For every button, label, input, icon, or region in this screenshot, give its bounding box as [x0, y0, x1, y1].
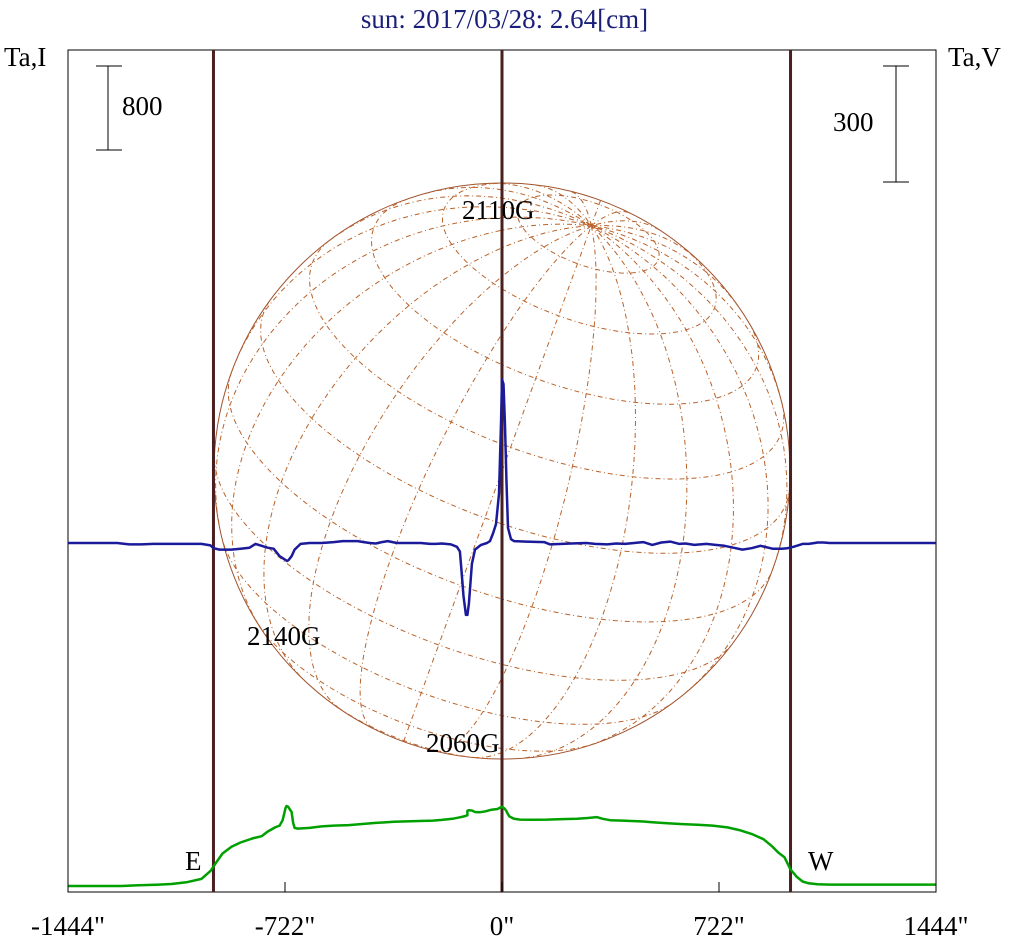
- x-tick-label: -1444": [31, 911, 105, 941]
- longitude-line: [403, 225, 592, 742]
- longitude-line: [591, 225, 740, 308]
- x-tick-label: 0": [490, 911, 515, 941]
- longitude-line: [474, 225, 637, 759]
- longitude-line: [215, 216, 592, 525]
- annotation-2110g: 2110G: [462, 195, 535, 225]
- longitude-line: [591, 225, 769, 694]
- left-axis-label: Ta,I: [4, 42, 47, 72]
- longitude-line: [425, 186, 592, 227]
- latitude-line: [257, 624, 591, 752]
- latitude-line: [214, 457, 732, 681]
- chart-title: sun: 2017/03/28: 2.64[cm]: [360, 4, 649, 34]
- longitude-line: [329, 195, 592, 241]
- latitude-line: [308, 239, 785, 480]
- west-limb-label: W: [808, 846, 834, 876]
- longitude-line: [231, 223, 592, 625]
- longitude-line: [230, 206, 592, 373]
- longitude-line: [591, 210, 629, 227]
- east-limb-label: E: [185, 846, 202, 876]
- latitude-line: [260, 301, 790, 554]
- longitude-line: [263, 225, 592, 677]
- longitude-line: [591, 225, 788, 570]
- latitude-line: [441, 183, 717, 335]
- right-axis-label: Ta,V: [948, 42, 1001, 72]
- intensity-series-line: [68, 804, 936, 888]
- longitude-line: [590, 200, 601, 226]
- x-tick-label: -722": [255, 911, 316, 941]
- left-scale-value: 800: [122, 91, 163, 121]
- x-tick-label: 1444": [903, 911, 968, 941]
- longitude-line: [591, 220, 660, 231]
- longitude-line: [435, 225, 597, 752]
- latitude-line: [370, 198, 760, 405]
- annotation-2060g: 2060G: [426, 728, 500, 758]
- longitude-line: [524, 225, 688, 759]
- right-scale-bar: [883, 65, 909, 183]
- longitude-line: [536, 184, 592, 226]
- longitude-line: [571, 191, 592, 226]
- annotation-2140g: 2140G: [247, 621, 321, 651]
- left-scale-bar: [96, 65, 122, 151]
- x-tick-label: 722": [693, 911, 745, 941]
- longitude-line: [359, 225, 592, 729]
- polarization-series-line: [68, 378, 936, 617]
- longitude-line: [308, 225, 592, 709]
- right-scale-value: 300: [833, 107, 874, 137]
- longitude-line: [591, 225, 783, 406]
- longitude-line: [589, 225, 734, 746]
